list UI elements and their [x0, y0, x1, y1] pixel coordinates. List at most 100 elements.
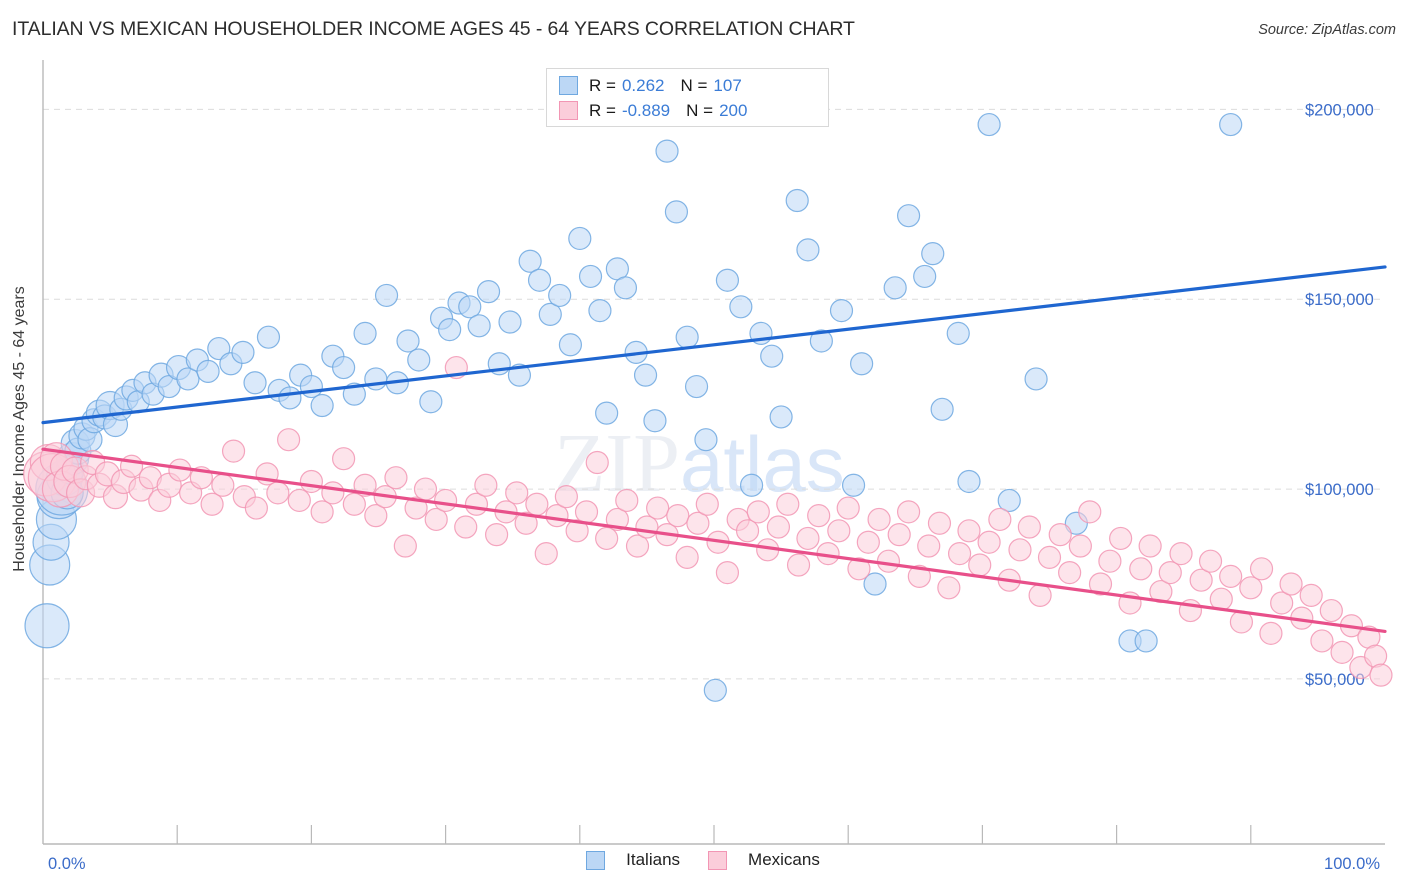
n-label-italians: N = — [680, 75, 708, 95]
data-point — [374, 283, 399, 308]
data-point — [342, 492, 366, 516]
data-point — [1299, 583, 1323, 607]
data-point — [863, 572, 887, 596]
data-point — [287, 488, 311, 513]
data-point — [585, 450, 609, 475]
data-point — [588, 299, 612, 323]
data-point — [1048, 523, 1072, 547]
data-point — [867, 507, 891, 532]
data-point — [715, 268, 740, 292]
data-point — [1198, 549, 1223, 573]
data-point — [684, 374, 709, 399]
data-point — [1330, 640, 1354, 664]
data-point — [353, 321, 377, 345]
data-point — [244, 496, 268, 520]
data-point — [1037, 545, 1062, 570]
data-point — [937, 576, 961, 600]
legend-row-mexicans: R = -0.889 N = 200 — [559, 98, 818, 123]
data-point — [760, 344, 784, 368]
data-point — [1279, 572, 1303, 596]
data-point — [1088, 572, 1113, 596]
data-point — [525, 492, 549, 516]
data-point — [729, 295, 753, 319]
data-point — [1058, 560, 1082, 585]
x-axis-tick-label-min: 0.0% — [48, 855, 86, 873]
data-point — [947, 542, 972, 566]
data-point — [404, 496, 428, 520]
data-point — [538, 302, 562, 326]
data-point — [769, 405, 793, 429]
data-point — [534, 542, 558, 566]
legend-row-italians: R = 0.262 N = 107 — [559, 73, 818, 98]
data-point — [266, 481, 290, 505]
data-point — [896, 204, 921, 228]
data-point — [514, 511, 538, 535]
data-point — [384, 466, 408, 490]
data-point — [883, 276, 907, 300]
data-point — [1109, 526, 1133, 551]
data-point — [977, 112, 1001, 137]
data-point — [527, 268, 552, 292]
data-point — [643, 409, 667, 433]
n-value-mexicans: 200 — [719, 100, 748, 120]
data-point — [1219, 112, 1243, 137]
data-point — [207, 336, 231, 361]
data-point — [1008, 538, 1032, 562]
data-point — [675, 325, 699, 349]
data-point — [807, 504, 831, 528]
data-point — [1259, 621, 1283, 645]
legend-swatch-italians — [559, 76, 578, 95]
data-point — [1189, 568, 1213, 592]
data-point — [1129, 557, 1153, 581]
data-point — [1134, 629, 1158, 653]
data-point — [554, 485, 578, 509]
data-point — [1158, 560, 1182, 585]
data-point — [231, 340, 255, 364]
data-point — [1028, 583, 1052, 607]
data-point — [332, 447, 356, 471]
data-point — [829, 299, 854, 323]
data-point — [796, 238, 820, 262]
data-point — [809, 329, 833, 353]
data-point — [666, 504, 690, 528]
data-point — [977, 530, 1001, 554]
data-point — [841, 473, 866, 497]
data-point — [434, 488, 458, 513]
data-point — [474, 473, 498, 497]
data-point — [424, 507, 448, 532]
data-point — [850, 352, 874, 376]
data-point — [454, 515, 478, 539]
data-point — [785, 188, 809, 213]
data-point — [438, 317, 462, 342]
data-point — [957, 469, 981, 494]
data-point — [847, 557, 871, 581]
data-point — [1169, 542, 1193, 566]
trendline-mexicans — [41, 447, 1387, 634]
series-mexicans — [23, 355, 1393, 687]
data-point — [507, 363, 532, 387]
data-point — [686, 511, 710, 535]
data-point — [1310, 629, 1334, 653]
data-point — [635, 515, 659, 539]
legend-swatch-mexicans-bottom — [708, 850, 728, 870]
data-point — [485, 523, 509, 547]
data-point — [578, 264, 603, 289]
data-point — [917, 534, 941, 558]
data-point — [796, 526, 820, 551]
y-axis-tick-label: $150,000 — [1305, 291, 1374, 309]
data-point — [968, 553, 992, 577]
data-point — [776, 492, 800, 516]
data-point — [896, 500, 921, 524]
data-point — [907, 564, 931, 589]
data-point — [988, 507, 1012, 532]
data-point — [625, 534, 650, 558]
data-point — [176, 367, 200, 391]
data-point — [615, 488, 639, 513]
data-point — [196, 359, 220, 383]
legend-item-mexicans[interactable]: Mexicans — [708, 850, 820, 870]
legend-item-italians[interactable]: Italians — [586, 850, 680, 870]
data-point — [299, 374, 323, 399]
data-point — [694, 428, 718, 452]
data-point — [613, 276, 638, 300]
data-point — [930, 397, 954, 421]
